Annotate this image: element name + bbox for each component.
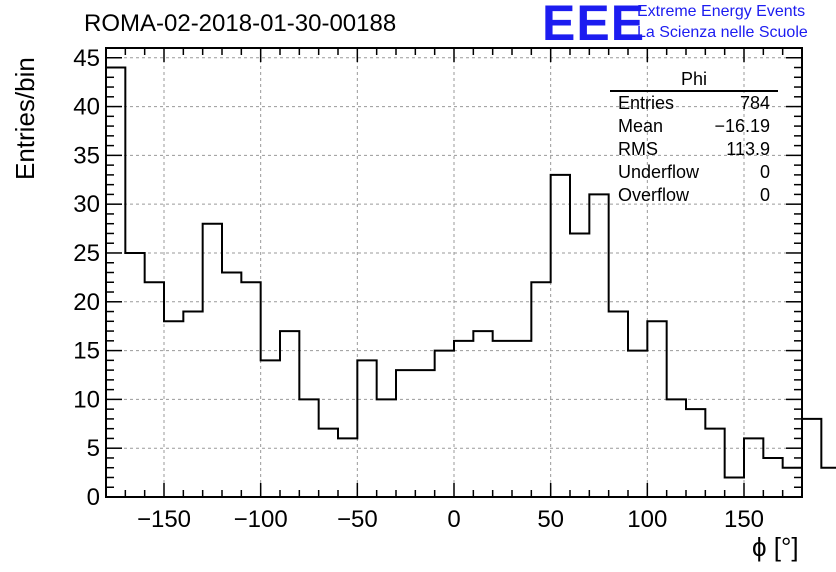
stats-label: Mean bbox=[618, 116, 664, 136]
x-tick-label: 150 bbox=[724, 506, 764, 533]
y-tick-label: 5 bbox=[87, 435, 100, 462]
y-tick-label: 30 bbox=[73, 191, 100, 218]
y-axis-label: Entries/bin bbox=[10, 57, 40, 180]
y-tick-label: 40 bbox=[73, 94, 100, 121]
stats-value: 0 bbox=[759, 162, 770, 182]
stats-row-underflow: Underflow 0 bbox=[610, 161, 778, 184]
x-tick-label: 0 bbox=[447, 506, 460, 533]
stats-row-overflow: Overflow 0 bbox=[610, 184, 778, 207]
stats-value: 0 bbox=[759, 185, 770, 205]
stats-row-rms: RMS 113.9 bbox=[610, 138, 778, 161]
x-tick-label: −100 bbox=[234, 506, 288, 533]
stats-row-mean: Mean −16.19 bbox=[610, 115, 778, 138]
stats-box: Phi Entries 784 Mean −16.19 RMS 113.9 Un… bbox=[610, 68, 778, 207]
y-tick-label: 10 bbox=[73, 386, 100, 413]
y-tick-label: 15 bbox=[73, 338, 100, 365]
eee-logo: EEE bbox=[542, 0, 646, 51]
histogram-outline bbox=[105, 66, 836, 497]
chart-title: ROMA-02-2018-01-30-00188 bbox=[84, 10, 397, 37]
stats-label: RMS bbox=[618, 139, 658, 159]
y-tick-label: 25 bbox=[73, 240, 100, 267]
stats-label: Entries bbox=[618, 93, 675, 113]
x-tick-label: −50 bbox=[337, 506, 378, 533]
logo-line-1: Extreme Energy Events bbox=[637, 3, 806, 20]
y-tick-label: 20 bbox=[73, 289, 100, 316]
logo-line-2: La Scienza nelle Scuole bbox=[637, 24, 808, 41]
x-tick-label: −150 bbox=[137, 506, 191, 533]
stats-label: Underflow bbox=[618, 162, 700, 182]
stats-row-entries: Entries 784 bbox=[610, 92, 778, 115]
y-tick-label: 0 bbox=[87, 484, 100, 511]
y-tick-label: 45 bbox=[73, 45, 100, 72]
stats-value: 784 bbox=[739, 93, 770, 113]
stats-label: Overflow bbox=[618, 185, 690, 205]
x-tick-label: 50 bbox=[537, 506, 564, 533]
stats-value: −16.19 bbox=[714, 116, 770, 136]
stats-header: Phi bbox=[610, 68, 778, 92]
x-axis-label: ϕ [°] bbox=[752, 532, 799, 562]
stats-value: 113.9 bbox=[726, 139, 770, 159]
y-tick-label: 35 bbox=[73, 142, 100, 169]
x-tick-label: 100 bbox=[627, 506, 667, 533]
